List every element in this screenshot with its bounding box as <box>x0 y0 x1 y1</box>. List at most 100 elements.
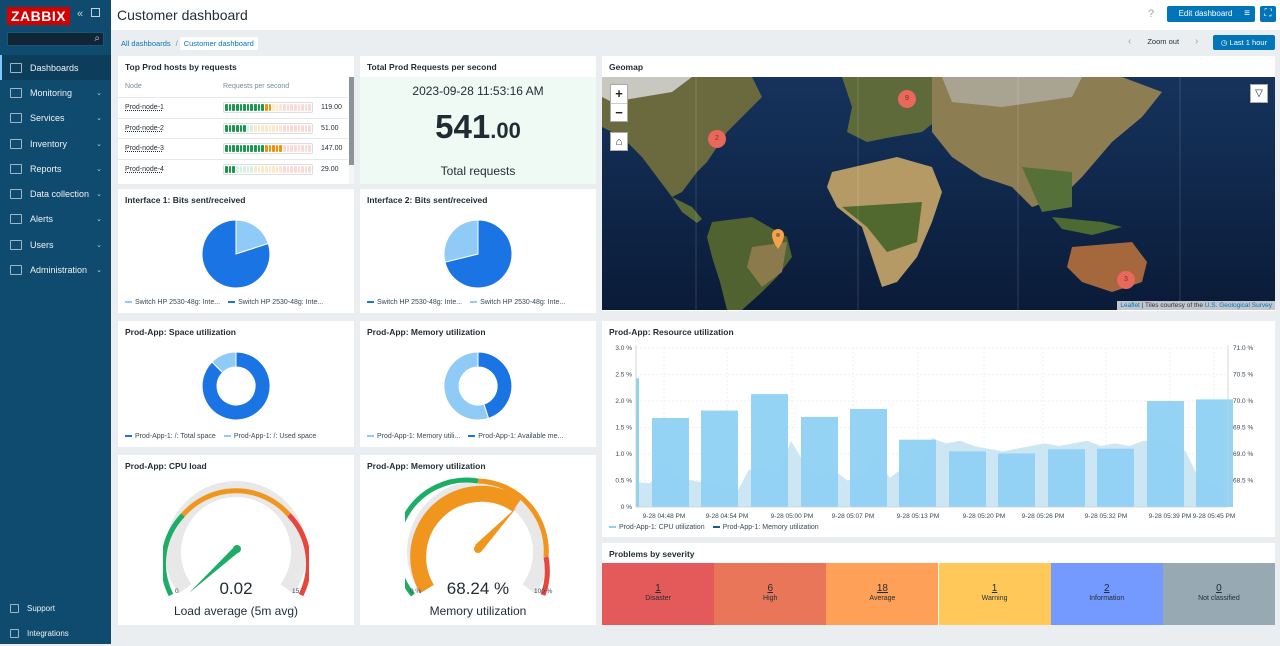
host-link[interactable]: Prod-node-1 <box>125 104 164 111</box>
widget-title: Prod-App: CPU load <box>125 461 207 471</box>
svg-text:9-28 05:32 PM: 9-28 05:32 PM <box>1085 513 1128 520</box>
sidebar-item-users[interactable]: Users ⌄ <box>0 232 111 257</box>
map-zoom-in-button[interactable]: + <box>611 85 627 104</box>
time-next-icon[interactable]: › <box>1195 36 1199 47</box>
severity-count[interactable]: 6 <box>767 583 774 594</box>
zoom-out-button[interactable]: Zoom out <box>1147 37 1180 46</box>
chart-legend: Prod-App-1: CPU utilization Prod-App-1: … <box>609 524 819 531</box>
map-cluster-marker[interactable]: 2 <box>708 130 726 148</box>
page-title: Customer dashboard <box>117 7 248 23</box>
widget-memory-gauge: Prod-App: Memory utilization 0 % 100 % 6… <box>360 455 596 625</box>
sidebar-item-alerts[interactable]: Alerts ⌄ <box>0 207 111 232</box>
map-zoom-out-button[interactable]: − <box>615 105 623 120</box>
widget-title: Prod-App: Resource utilization <box>609 327 734 337</box>
legend-item: Switch HP 2530-48g: Inte... <box>470 299 565 306</box>
severity-count[interactable]: 1 <box>991 583 998 594</box>
hierarchy-icon <box>10 113 22 124</box>
kiosk-mode-icon[interactable] <box>91 8 100 17</box>
severity-information[interactable]: 2 Information <box>1050 563 1163 625</box>
svg-text:9-28 05:26 PM: 9-28 05:26 PM <box>1022 513 1065 520</box>
dashboard-actions-menu-icon[interactable]: ≡ <box>1239 6 1255 22</box>
pie-chart[interactable] <box>442 218 514 290</box>
severity-warning[interactable]: 1 Warning <box>938 563 1051 625</box>
host-link[interactable]: Prod-node-3 <box>125 145 164 153</box>
sidebar-item-monitoring[interactable]: Monitoring ⌄ <box>0 80 111 105</box>
svg-text:68.5 %: 68.5 % <box>1233 478 1253 485</box>
indicator-bar <box>223 122 313 134</box>
sidebar-item-inventory[interactable]: Inventory ⌄ <box>0 131 111 156</box>
usgs-link[interactable]: U.S. Geological Survey <box>1204 302 1272 309</box>
scrollbar-thumb[interactable] <box>349 77 354 165</box>
sidebar-item-reports[interactable]: Reports ⌄ <box>0 156 111 181</box>
severity-not-classified[interactable]: 0 Not classified <box>1162 563 1275 625</box>
z-icon <box>10 629 19 638</box>
gear-icon <box>10 265 22 276</box>
chevron-down-icon: ⌄ <box>96 241 102 249</box>
item-value: 541.00 <box>360 108 596 146</box>
leaflet-link[interactable]: Leaflet <box>1120 302 1140 309</box>
gauge-cpu-load <box>163 481 309 597</box>
sidebar-item-integrations[interactable]: Integrations <box>0 621 111 646</box>
host-link[interactable]: Prod-node-2 <box>125 124 164 132</box>
widget-total-requests: Total Prod Requests per second 2023-09-2… <box>360 56 596 184</box>
severity-disaster[interactable]: 1 Disaster <box>602 563 715 625</box>
search-input[interactable]: ⌕ <box>7 32 104 46</box>
fullscreen-icon[interactable]: ⛶ <box>1260 6 1276 22</box>
sidebar-item-administration[interactable]: Administration ⌄ <box>0 257 111 282</box>
search-icon[interactable]: ⌕ <box>94 33 100 44</box>
map-canvas[interactable]: + − ⌂ ▽ 9 2 3 Leaflet | Tiles courtesy of … <box>602 77 1275 310</box>
severity-label: High <box>763 595 778 602</box>
severity-average[interactable]: 18 Average <box>826 563 939 625</box>
indicator-bar <box>223 102 313 113</box>
zabbix-logo[interactable]: ZABBIX <box>7 7 71 25</box>
map-home-button[interactable]: ⌂ <box>610 132 628 151</box>
time-prev-icon[interactable]: ‹ <box>1128 36 1132 47</box>
donut-chart[interactable] <box>200 350 272 422</box>
pie-chart[interactable] <box>200 218 272 290</box>
widget-space-utilization: Prod-App: Space utilization Prod-App-1: … <box>118 321 354 447</box>
legend-item: Switch HP 2530-48g: Inte... <box>228 299 323 306</box>
indicator-bar <box>223 143 313 155</box>
widget-resource-utilization: Prod-App: Resource utilization 0 % 0.5 % 1… <box>602 321 1275 537</box>
severity-label: Disaster <box>645 595 671 602</box>
severity-label: Warning <box>981 595 1008 602</box>
sidebar-item-dashboards[interactable]: Dashboards <box>0 55 111 81</box>
svg-text:1.0 %: 1.0 % <box>615 451 632 458</box>
host-link[interactable]: Prod-node-4 <box>125 166 164 174</box>
svg-graph[interactable]: 0 % 0.5 % 1.0 % 1.5 % 2.0 % 2.5 % 3.0 % 68.5 % 6… <box>602 321 1275 537</box>
breadcrumb-all-dashboards[interactable]: All dashboards <box>121 39 171 48</box>
collapse-sidebar-icon[interactable]: « <box>77 8 84 20</box>
time-period-button[interactable]: ◷ Last 1 hour <box>1213 35 1275 50</box>
breadcrumb-current[interactable]: Customer dashboard <box>179 37 258 50</box>
column-header-requests: Requests per second <box>223 83 290 90</box>
table-row: Prod-node-4 29.00 <box>118 159 348 179</box>
severity-count[interactable]: 1 <box>655 583 661 594</box>
severity-count[interactable]: 18 <box>876 583 888 594</box>
donut-chart[interactable] <box>442 350 514 422</box>
sidebar-item-label: Integrations <box>27 629 69 638</box>
map-cluster-marker[interactable]: 3 <box>1117 271 1135 289</box>
svg-text:9-28 04:48 PM: 9-28 04:48 PM <box>643 513 686 520</box>
svg-text:9-28 05:07 PM: 9-28 05:07 PM <box>832 513 875 520</box>
gauge-value: 0.02 <box>219 579 253 598</box>
edit-dashboard-button[interactable]: Edit dashboard <box>1167 6 1244 22</box>
widget-interface-1: Interface 1: Bits sent/received Switch H… <box>118 189 354 313</box>
chart-legend: Switch HP 2530-48g: Inte... Switch HP 25… <box>125 299 323 306</box>
severity-count[interactable]: 0 <box>1216 583 1222 594</box>
legend-item: Prod-App-1: CPU utilization <box>609 524 705 531</box>
widget-title: Prod-App: Memory utilization <box>367 461 486 471</box>
help-icon[interactable]: ? <box>1148 8 1155 20</box>
scrollbar[interactable] <box>349 77 354 184</box>
severity-count[interactable]: 2 <box>1103 583 1110 594</box>
filter-icon[interactable]: ▽ <box>1250 84 1268 103</box>
sidebar-item-support[interactable]: Support <box>0 596 111 621</box>
users-icon <box>10 239 22 250</box>
sidebar-item-data-collection[interactable]: Data collection ⌄ <box>0 181 111 206</box>
sidebar-item-services[interactable]: Services ⌄ <box>0 106 111 131</box>
headset-icon <box>10 604 19 613</box>
map-zoom-control: + − <box>610 84 628 122</box>
legend-item: Switch HP 2530-48g: Inte... <box>125 299 220 306</box>
severity-high[interactable]: 6 High <box>714 563 827 625</box>
widget-title: Geomap <box>609 62 644 72</box>
map-cluster-marker[interactable]: 9 <box>898 90 916 108</box>
